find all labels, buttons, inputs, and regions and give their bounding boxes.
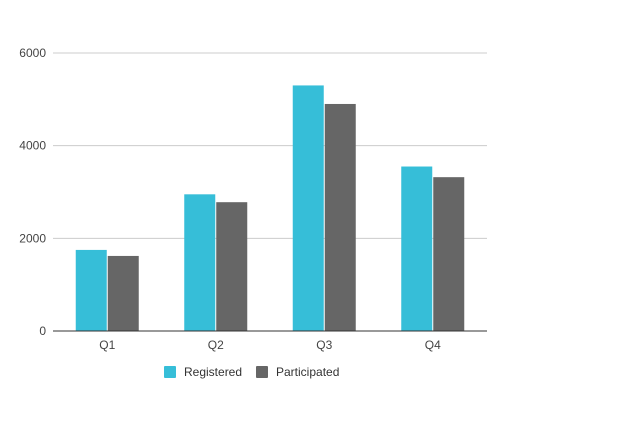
x-tick-label: Q2: [208, 338, 224, 352]
bar-registered-q1: [75, 249, 107, 331]
legend-swatch: [256, 366, 268, 378]
y-tick-label: 4000: [19, 139, 46, 153]
bar-participated-q1: [107, 255, 139, 331]
y-tick-label: 6000: [19, 46, 46, 60]
y-tick-label: 0: [39, 324, 46, 338]
y-tick-label: 2000: [19, 231, 46, 245]
bar-registered-q4: [401, 166, 433, 331]
bar-registered-q2: [184, 194, 216, 331]
legend-label: Participated: [276, 365, 339, 379]
bar-participated-q2: [216, 202, 248, 331]
x-tick-label: Q3: [316, 338, 332, 352]
bar-participated-q3: [324, 103, 356, 331]
legend-swatch: [164, 366, 176, 378]
x-tick-label: Q1: [99, 338, 115, 352]
bar-registered-q3: [292, 85, 324, 331]
x-tick-label: Q4: [425, 338, 441, 352]
bars: [75, 85, 465, 331]
x-axis-ticks: Q1 Q2 Q3 Q4: [99, 338, 441, 352]
bar-participated-q4: [433, 177, 465, 331]
legend: Registered Participated: [164, 365, 339, 379]
y-axis-ticks: 0 2000 4000 6000: [19, 46, 46, 338]
legend-label: Registered: [184, 365, 242, 379]
